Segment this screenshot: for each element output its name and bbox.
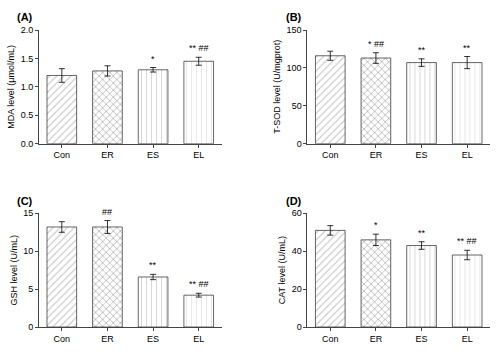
svg-text:* ##: * ## [368, 39, 384, 49]
svg-text:(B): (B) [286, 11, 302, 23]
svg-text:Con: Con [54, 150, 71, 160]
svg-text:Con: Con [322, 150, 339, 160]
svg-text:0: 0 [28, 322, 33, 332]
svg-text:ES: ES [416, 150, 428, 160]
svg-text:0.5: 0.5 [21, 110, 34, 120]
svg-text:*: * [374, 220, 378, 230]
svg-text:ER: ER [101, 334, 114, 344]
svg-text:40: 40 [292, 246, 302, 256]
svg-text:*: * [151, 54, 155, 64]
svg-text:ES: ES [147, 334, 159, 344]
svg-text:**: ** [418, 45, 426, 55]
svg-text:0: 0 [297, 322, 302, 332]
svg-text:1.0: 1.0 [21, 82, 34, 92]
svg-text:GSH level (U/mL): GSH level (U/mL) [9, 235, 19, 306]
svg-text:ER: ER [370, 334, 383, 344]
svg-text:**: ** [149, 260, 157, 270]
svg-text:##: ## [102, 207, 112, 217]
svg-text:(A): (A) [17, 11, 33, 23]
svg-text:**: ** [418, 228, 426, 238]
svg-text:ES: ES [416, 334, 428, 344]
svg-text:10: 10 [23, 246, 33, 256]
svg-text:150: 150 [287, 25, 302, 35]
svg-text:**: ** [463, 43, 471, 53]
svg-text:5: 5 [28, 284, 33, 294]
svg-text:ER: ER [101, 150, 114, 160]
svg-text:20: 20 [292, 284, 302, 294]
svg-text:50: 50 [292, 101, 302, 111]
svg-text:0: 0 [297, 139, 302, 149]
svg-text:EL: EL [462, 150, 473, 160]
svg-text:** ##: ** ## [189, 279, 209, 289]
svg-text:T-SOD level (U/mgprot): T-SOD level (U/mgprot) [272, 40, 282, 134]
svg-text:EL: EL [193, 334, 204, 344]
svg-text:60: 60 [292, 208, 302, 218]
svg-text:100: 100 [287, 63, 302, 73]
svg-text:1.5: 1.5 [21, 54, 34, 64]
svg-text:Con: Con [322, 334, 339, 344]
svg-text:(C): (C) [17, 195, 33, 207]
svg-text:** ##: ** ## [189, 43, 209, 53]
svg-text:MDA level (μmol/mL): MDA level (μmol/mL) [6, 45, 16, 129]
svg-text:CAT level (U/mL): CAT level (U/mL) [277, 236, 287, 304]
svg-text:EL: EL [193, 150, 204, 160]
svg-text:EL: EL [462, 334, 473, 344]
svg-text:0.0: 0.0 [21, 139, 34, 149]
svg-text:(D): (D) [286, 195, 302, 207]
svg-text:ER: ER [370, 150, 383, 160]
svg-text:** ##: ** ## [457, 236, 477, 246]
svg-text:Con: Con [54, 334, 71, 344]
svg-text:15: 15 [23, 208, 33, 218]
svg-text:ES: ES [147, 150, 159, 160]
svg-text:2.0: 2.0 [21, 25, 34, 35]
